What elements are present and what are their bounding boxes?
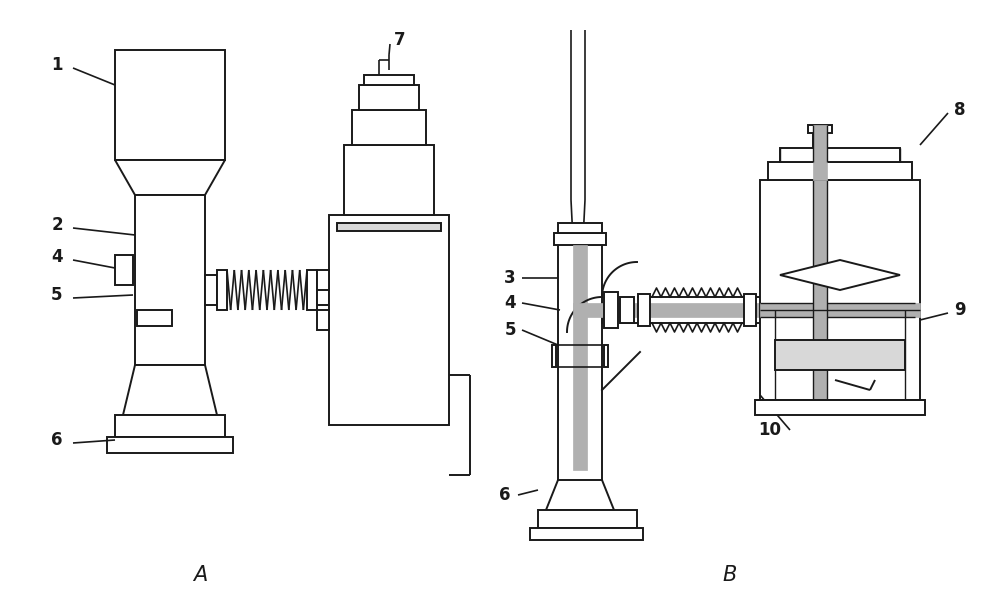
Bar — [554, 233, 606, 245]
Bar — [317, 270, 329, 290]
Bar — [137, 310, 172, 326]
Bar — [135, 195, 205, 365]
Text: 10: 10 — [759, 421, 782, 439]
Bar — [813, 125, 827, 180]
Polygon shape — [546, 480, 614, 510]
Bar — [107, 437, 233, 453]
Text: 8: 8 — [954, 101, 966, 119]
Bar — [115, 255, 133, 285]
Text: 9: 9 — [954, 301, 966, 319]
Bar — [530, 528, 643, 540]
Bar — [638, 294, 650, 326]
Bar — [760, 303, 920, 317]
Polygon shape — [115, 160, 225, 195]
Bar — [317, 310, 329, 330]
Bar — [775, 340, 905, 370]
Bar — [552, 345, 556, 367]
Bar — [329, 215, 449, 425]
Bar — [352, 110, 426, 145]
Bar — [744, 294, 756, 326]
Bar — [604, 292, 618, 328]
Bar — [573, 303, 760, 317]
Bar — [768, 162, 912, 180]
Bar — [604, 345, 608, 367]
Bar — [780, 148, 900, 162]
Polygon shape — [123, 365, 217, 415]
Text: 7: 7 — [394, 31, 406, 49]
Bar — [317, 275, 329, 305]
Text: 4: 4 — [51, 248, 63, 266]
Bar — [115, 415, 225, 437]
Text: 2: 2 — [51, 216, 63, 234]
Text: 5: 5 — [504, 321, 516, 339]
Bar — [538, 510, 637, 528]
Bar — [364, 75, 414, 85]
Bar — [115, 50, 225, 160]
Bar — [760, 180, 920, 400]
Bar — [573, 245, 587, 470]
Text: 4: 4 — [504, 294, 516, 312]
Text: 6: 6 — [499, 486, 511, 504]
Bar — [359, 85, 419, 110]
Bar — [620, 297, 634, 323]
Polygon shape — [780, 260, 900, 290]
Bar — [307, 270, 317, 310]
Bar — [337, 223, 441, 231]
Text: 1: 1 — [51, 56, 63, 74]
Bar — [205, 275, 217, 305]
Text: 5: 5 — [51, 286, 63, 304]
Text: 3: 3 — [504, 269, 516, 287]
Text: 6: 6 — [51, 431, 63, 449]
Bar — [755, 400, 925, 415]
Bar — [808, 125, 832, 133]
Text: B: B — [723, 565, 737, 585]
Text: A: A — [193, 565, 207, 585]
Bar — [344, 145, 434, 215]
Bar — [217, 270, 227, 310]
Bar — [813, 180, 827, 400]
Bar — [558, 223, 602, 233]
